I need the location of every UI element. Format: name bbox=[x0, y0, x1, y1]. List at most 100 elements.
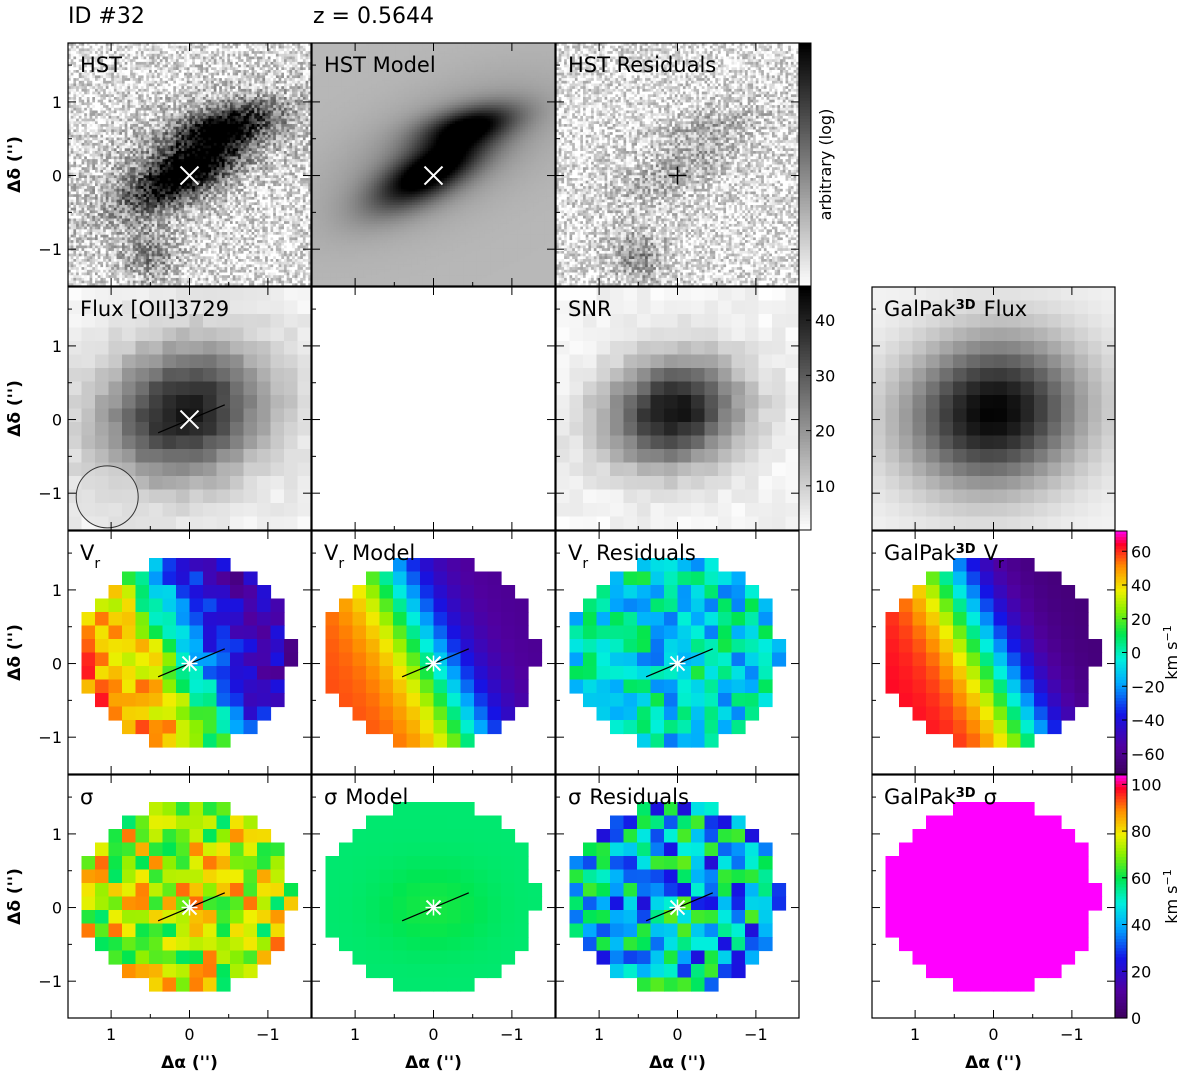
x-axis-label: Δα ('') bbox=[405, 1053, 462, 1073]
hst-residuals-title: HST Residuals bbox=[568, 53, 716, 77]
galpak-sigma-title: GalPak3D σ bbox=[884, 785, 997, 809]
sigma-residuals-pixels bbox=[569, 802, 787, 992]
y-tick-label: 1 bbox=[52, 581, 62, 600]
y-tick-label: −1 bbox=[38, 728, 62, 747]
hst-colorbar: arbitrary (log) bbox=[798, 42, 835, 287]
y-axis-label: Δδ ('') bbox=[5, 868, 25, 925]
colorbar-tick-label: −20 bbox=[1131, 677, 1165, 696]
hst-title: HST bbox=[80, 53, 122, 77]
y-axis-label: Δδ ('') bbox=[5, 380, 25, 437]
x-tick-label: −1 bbox=[500, 1025, 524, 1044]
x-tick-label: 1 bbox=[594, 1025, 604, 1044]
colorbar-tick-label: 40 bbox=[1131, 916, 1151, 935]
vr-panel: 1 0 −1 Vr bbox=[38, 530, 312, 775]
y-tick-label: 1 bbox=[52, 337, 62, 356]
psf-circle bbox=[75, 465, 139, 529]
sigma-colorbar-label: km s−1 bbox=[1161, 869, 1182, 924]
vr-residuals-pixels bbox=[569, 558, 787, 748]
colorbar-tick-label: 60 bbox=[1131, 542, 1151, 561]
sigma-title: σ bbox=[80, 785, 93, 809]
vr-pixels bbox=[81, 558, 299, 748]
hst-residuals-pixels bbox=[556, 43, 799, 286]
x-axis-label: Δα ('') bbox=[649, 1053, 706, 1073]
y-tick-label: −1 bbox=[38, 484, 62, 503]
vr-residuals-panel: Vr Residuals bbox=[555, 530, 800, 775]
sigma-residuals-title: σ Residuals bbox=[568, 785, 689, 809]
hst-pixels bbox=[68, 43, 311, 286]
y-tick-label: 0 bbox=[52, 411, 62, 430]
x-tick-label: 0 bbox=[988, 1025, 998, 1044]
galpak-flux-panel: GalPak3D Flux bbox=[871, 286, 1116, 531]
galpak-flux-title: GalPak3D Flux bbox=[884, 297, 1027, 321]
hst-model-panel: HST Model bbox=[311, 42, 556, 287]
snr-colorbar: 10 20 30 40 bbox=[798, 286, 835, 531]
vr-colorbar: 60 40 20 0 −20 −40 −60 km s−1 bbox=[1114, 530, 1182, 775]
x-tick-label: −1 bbox=[744, 1025, 768, 1044]
y-tick-label: 0 bbox=[52, 655, 62, 674]
y-tick-label: 1 bbox=[52, 93, 62, 112]
x-axis-label: Δα ('') bbox=[965, 1053, 1022, 1073]
flux-oii-title: Flux [OII]3729 bbox=[80, 297, 229, 321]
colorbar-tick-label: 80 bbox=[1131, 822, 1151, 841]
galpak-sigma-pixels bbox=[885, 802, 1103, 992]
y-tick-label: 0 bbox=[52, 899, 62, 918]
snr-pixels bbox=[556, 287, 799, 530]
snr-title: SNR bbox=[568, 297, 612, 321]
vr-model-pixels bbox=[325, 558, 543, 748]
hst-colorbar-label: arbitrary (log) bbox=[816, 109, 835, 221]
vr-model-title: Vr Model bbox=[324, 541, 415, 572]
colorbar-tick-label: 10 bbox=[815, 477, 835, 496]
redshift-label: z = 0.5644 bbox=[313, 4, 434, 29]
colorbar-tick-label: 40 bbox=[1131, 576, 1151, 595]
galpak-flux-pixels bbox=[872, 287, 1115, 530]
x-tick-label: 0 bbox=[428, 1025, 438, 1044]
colorbar-tick-label: 20 bbox=[815, 422, 835, 441]
vr-model-panel: Vr Model bbox=[311, 530, 556, 775]
x-tick-label: 1 bbox=[106, 1025, 116, 1044]
hst-model-pixels bbox=[312, 43, 555, 286]
galpak-vr-pixels bbox=[885, 558, 1103, 748]
x-axis-label: Δα ('') bbox=[161, 1053, 218, 1073]
y-tick-label: −1 bbox=[38, 972, 62, 991]
hst-panel: 1 0 −1 HST bbox=[38, 42, 312, 287]
sigma-residuals-panel: 1 0 −1 σ Residuals bbox=[555, 774, 800, 1044]
colorbar-tick-label: 0 bbox=[1131, 1009, 1141, 1028]
colorbar-tick-label: −40 bbox=[1131, 711, 1165, 730]
x-tick-label: −1 bbox=[1060, 1025, 1084, 1044]
colorbar-tick-label: 20 bbox=[1131, 610, 1151, 629]
hst-model-title: HST Model bbox=[324, 53, 436, 77]
x-tick-label: 0 bbox=[184, 1025, 194, 1044]
colorbar-tick-label: 100 bbox=[1131, 775, 1162, 794]
colorbar-tick-label: 60 bbox=[1131, 869, 1151, 888]
galaxy-id: ID #32 bbox=[68, 4, 145, 29]
flux-oii-panel: 1 0 −1 Flux [OII]3729 bbox=[38, 286, 312, 531]
colorbar-tick-label: 30 bbox=[815, 366, 835, 385]
snr-panel: SNR bbox=[555, 286, 800, 531]
sigma-model-title: σ Model bbox=[324, 785, 408, 809]
y-tick-label: 0 bbox=[52, 167, 62, 186]
galpak-sigma-panel: 1 0 −1 GalPak3D σ bbox=[871, 774, 1116, 1044]
vr-colorbar-label: km s−1 bbox=[1161, 625, 1182, 680]
sigma-pixels bbox=[81, 802, 299, 992]
hst-residuals-panel: HST Residuals bbox=[555, 42, 800, 287]
x-tick-label: 1 bbox=[910, 1025, 920, 1044]
sigma-model-pixels bbox=[325, 802, 543, 992]
colorbar-tick-label: 20 bbox=[1131, 962, 1151, 981]
vr-title: Vr bbox=[80, 541, 100, 572]
colorbar-tick-label: 40 bbox=[815, 311, 835, 330]
y-tick-label: 1 bbox=[52, 825, 62, 844]
galpak-vr-title: GalPak3D Vr bbox=[884, 541, 1004, 572]
y-tick-label: −1 bbox=[38, 240, 62, 259]
colorbar-tick-label: 0 bbox=[1131, 644, 1141, 663]
x-tick-label: −1 bbox=[256, 1025, 280, 1044]
vr-residuals-title: Vr Residuals bbox=[568, 541, 696, 572]
sigma-panel: 1 0 −1 1 0 −1 σ bbox=[38, 774, 312, 1044]
y-axis-label: Δδ ('') bbox=[5, 624, 25, 681]
blank-panel bbox=[311, 286, 556, 531]
x-tick-label: 0 bbox=[672, 1025, 682, 1044]
y-axis-label: Δδ ('') bbox=[5, 136, 25, 193]
sigma-colorbar: 100 80 60 40 20 0 km s−1 bbox=[1114, 774, 1182, 1028]
colorbar-tick-label: −60 bbox=[1131, 745, 1165, 764]
x-tick-label: 1 bbox=[350, 1025, 360, 1044]
